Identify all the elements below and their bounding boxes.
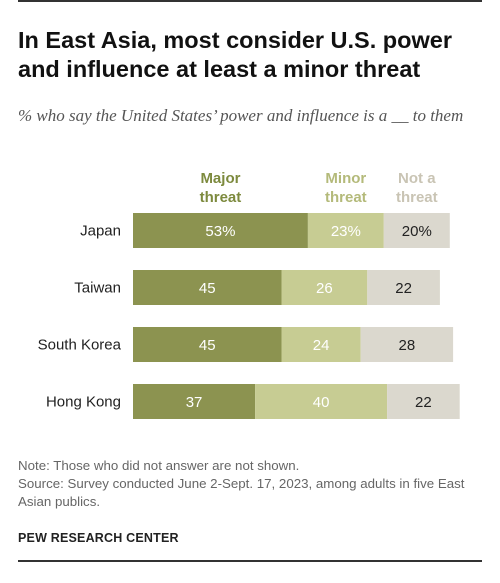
bar-segment	[307, 213, 384, 248]
value-label: 37	[186, 394, 203, 411]
category-label: South Korea	[38, 337, 122, 354]
bar-segment	[133, 384, 256, 419]
legend-label: Not a threat	[396, 170, 438, 206]
category-label: Taiwan	[74, 280, 121, 297]
bar-segment	[281, 327, 361, 362]
top-rule	[18, 0, 482, 2]
value-label: 22	[395, 280, 412, 297]
value-label: 24	[313, 337, 330, 354]
source-text: Source: Survey conducted June 2-Sept. 17…	[18, 476, 465, 509]
note-text: Note: Those who did not answer are not s…	[18, 458, 300, 473]
chart-title: In East Asia, most consider U.S. power a…	[18, 27, 452, 82]
bar-segment	[383, 213, 450, 248]
bar-segment	[133, 270, 282, 305]
bar-segment	[133, 327, 282, 362]
value-label: 45	[199, 337, 216, 354]
legend-label: Major threat	[200, 170, 242, 206]
stacked-bar-chart: Japan Taiwan South Korea Hong Kong 53% 23% 20%…	[38, 170, 460, 419]
value-label: 40	[313, 394, 330, 411]
bar-segment	[387, 384, 460, 419]
brand-label: PEW RESEARCH CENTER	[18, 531, 179, 545]
bar-segment	[133, 213, 308, 248]
bottom-rule	[18, 560, 482, 562]
legend-label: Minor threat	[325, 170, 367, 206]
bar-segment	[255, 384, 388, 419]
value-label: 23%	[331, 223, 361, 240]
value-label: 22	[415, 394, 432, 411]
value-label: 26	[316, 280, 333, 297]
value-label: 45	[199, 280, 216, 297]
bar-segment	[360, 327, 454, 362]
value-label: 20%	[402, 223, 432, 240]
category-label: Japan	[80, 223, 121, 240]
value-label: 53%	[205, 223, 235, 240]
chart-subtitle: % who say the United States’ power and i…	[18, 106, 464, 125]
footnote-block: Note: Those who did not answer are not s…	[18, 457, 488, 511]
category-label: Hong Kong	[46, 394, 121, 411]
value-label: 28	[399, 337, 416, 354]
bar-segment	[367, 270, 440, 305]
bar-segment	[281, 270, 368, 305]
